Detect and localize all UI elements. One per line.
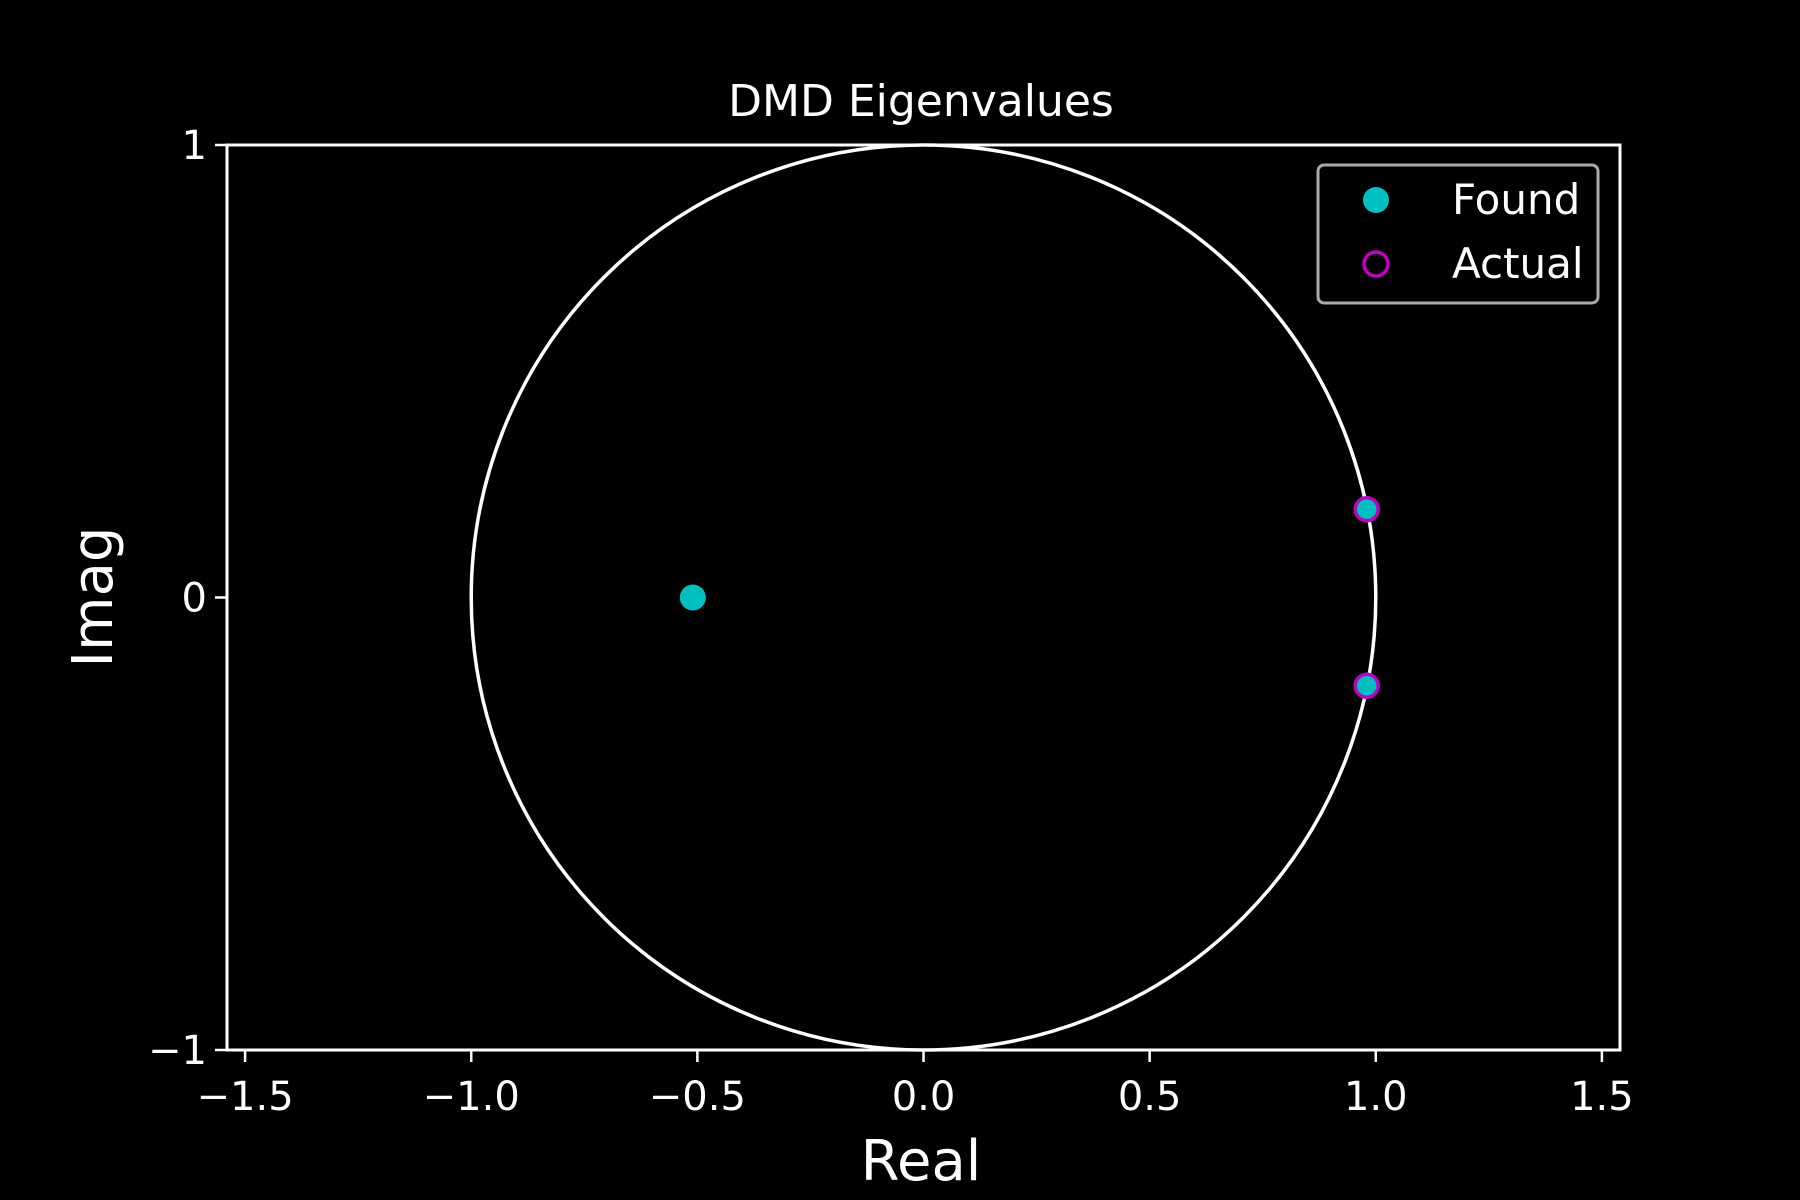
legend-label-found: Found: [1452, 175, 1580, 224]
point-actual: [1353, 496, 1380, 523]
legend: Found Actual: [1316, 163, 1600, 305]
x-tick-label: 0.0: [892, 1074, 956, 1120]
point-found: [1353, 672, 1380, 699]
x-tick-label: 0.5: [1118, 1074, 1182, 1120]
plot-area: −1.5 −1.0 −0.5 0.0 0.5 1.0 1.5 −1 0 1: [148, 123, 1634, 1120]
x-tick-label: 1.0: [1344, 1074, 1408, 1120]
legend-marker-found: [1363, 187, 1389, 213]
y-tick-label: −1: [148, 1028, 207, 1074]
y-tick-label: 0: [182, 576, 207, 622]
x-tick-label: −1.5: [197, 1074, 294, 1120]
x-tick-label: −0.5: [649, 1074, 746, 1120]
legend-label-actual: Actual: [1452, 239, 1584, 288]
point-found: [679, 584, 706, 611]
x-tick-label: −1.0: [423, 1074, 520, 1120]
y-axis-label: Imag: [61, 527, 126, 668]
x-tick-label: 1.5: [1570, 1074, 1634, 1120]
point-found: [1353, 496, 1380, 523]
legend-marker-actual: [1362, 250, 1390, 278]
y-tick-label: 1: [182, 123, 207, 169]
chart-title: DMD Eigenvalues: [728, 76, 1114, 127]
point-actual: [1353, 672, 1380, 699]
x-axis-label: Real: [861, 1129, 982, 1194]
